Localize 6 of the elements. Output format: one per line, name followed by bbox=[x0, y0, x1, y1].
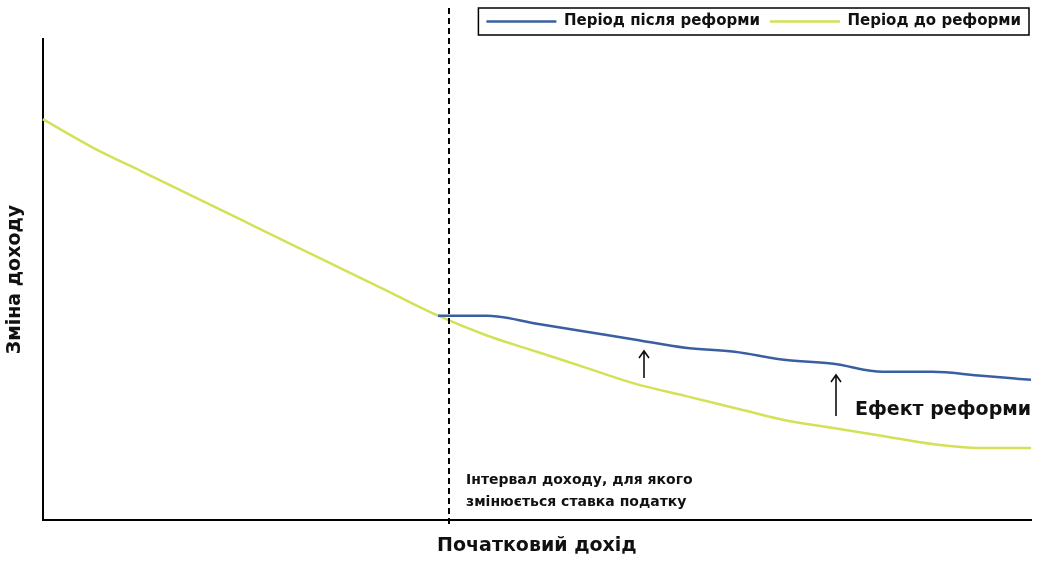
legend-label: Період до реформи bbox=[847, 11, 1021, 30]
annotation: Ефект реформи bbox=[855, 396, 1032, 419]
y-axis-title: Зміна доходу bbox=[2, 204, 25, 355]
legend-label: Період після реформи bbox=[563, 11, 761, 30]
x-axis-title: Початковий дохід bbox=[437, 532, 637, 555]
annotation: Інтервал доходу, для якого змінюється ставка податку bbox=[466, 470, 693, 509]
